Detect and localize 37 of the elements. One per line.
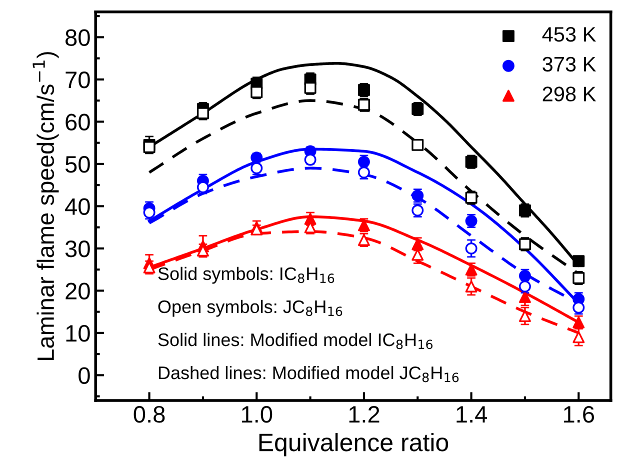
point bbox=[518, 310, 531, 322]
annotation: Dashed lines: Modified model JC$_{8}$H$_{16}$ bbox=[158, 366, 459, 382]
annotation: Solid lines: Modified model IC$_{8}$H$_{16}$ bbox=[158, 332, 433, 350]
point bbox=[465, 242, 478, 254]
x-axis-title: Equivalence ratio bbox=[259, 432, 448, 456]
point bbox=[412, 138, 424, 151]
y-tick-label: 40 bbox=[65, 198, 90, 215]
point bbox=[250, 86, 263, 98]
y-tick-label: 70 bbox=[66, 72, 90, 88]
point bbox=[572, 255, 585, 268]
legend-label: 453 K bbox=[542, 26, 596, 42]
point bbox=[304, 82, 316, 94]
legend-label: 298 K bbox=[542, 86, 596, 102]
point bbox=[143, 141, 156, 154]
y-tick-label: 50 bbox=[65, 156, 90, 173]
point bbox=[572, 331, 585, 344]
y-tick-label: 60 bbox=[66, 114, 90, 130]
y-tick-label: 0 bbox=[78, 367, 90, 384]
point bbox=[465, 280, 478, 292]
legend-label: 373 K bbox=[542, 56, 596, 72]
point bbox=[518, 291, 531, 304]
y-tick-label: 20 bbox=[66, 282, 90, 300]
x-tick-label: 1.4 bbox=[456, 406, 488, 422]
y-tick-label: 80 bbox=[66, 29, 90, 46]
annotation: Open symbols: JC$_{8}$H$_{16}$ bbox=[158, 300, 342, 317]
x-tick-label: 1.2 bbox=[349, 406, 380, 422]
point bbox=[196, 107, 209, 120]
point bbox=[250, 152, 263, 164]
y-axis-title: Laminar flame speed(cm/s$^{−1}$) bbox=[32, 52, 59, 360]
point bbox=[196, 181, 209, 194]
x-tick-label: 1.0 bbox=[242, 406, 272, 423]
x-tick-label: 1.6 bbox=[564, 406, 594, 423]
point bbox=[572, 302, 585, 314]
x-tick-label: 0.8 bbox=[134, 406, 165, 423]
annotation: Solid symbols: IC$_{8}$H$_{16}$ bbox=[158, 266, 334, 284]
y-tick-label: 10 bbox=[66, 325, 90, 342]
y-tick-label: 30 bbox=[65, 240, 90, 258]
